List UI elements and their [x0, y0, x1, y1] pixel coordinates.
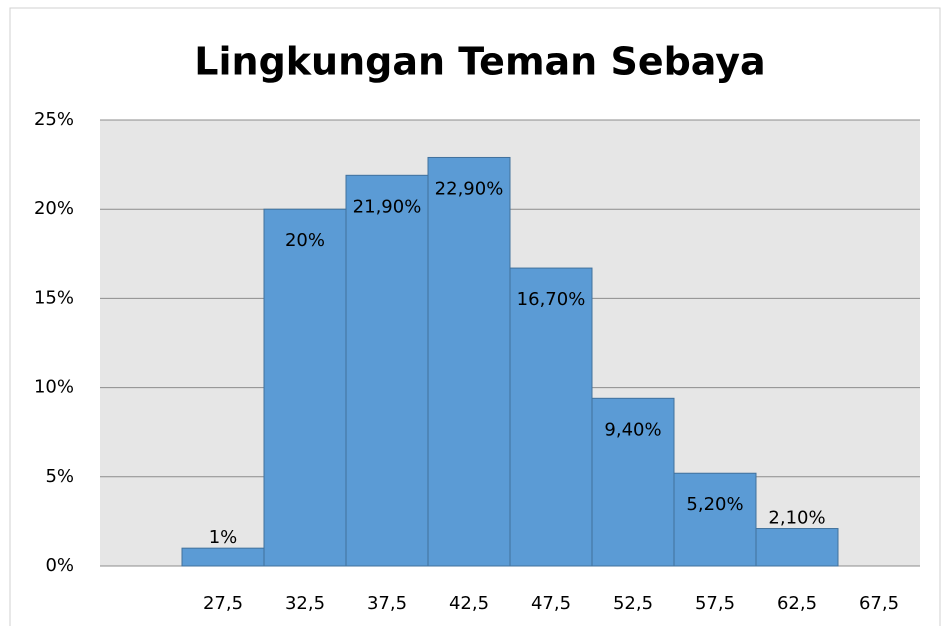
data-label: 16,70%	[517, 289, 586, 310]
y-tick-label: 25%	[34, 109, 74, 130]
chart-title: Lingkungan Teman Sebaya	[194, 40, 765, 84]
x-tick-label: 42,5	[449, 593, 489, 614]
data-label: 21,90%	[353, 196, 422, 217]
x-tick-label: 37,5	[367, 593, 407, 614]
data-label: 20%	[285, 230, 325, 251]
bar	[427, 156, 511, 567]
data-label: 2,10%	[768, 508, 825, 529]
x-tick-label: 67,5	[859, 593, 899, 614]
y-tick-label: 15%	[34, 287, 74, 308]
bar	[345, 174, 429, 567]
bar	[181, 547, 265, 567]
bar	[263, 208, 347, 567]
bar	[673, 472, 757, 567]
y-tick-label: 10%	[34, 377, 74, 398]
x-tick-label: 32,5	[285, 593, 325, 614]
bar	[509, 267, 593, 567]
x-tick-label: 57,5	[695, 593, 735, 614]
y-tick-label: 0%	[45, 555, 74, 576]
bar	[591, 397, 675, 567]
y-tick-label: 20%	[34, 198, 74, 219]
data-label: 22,90%	[435, 178, 504, 199]
data-label: 1%	[209, 527, 238, 548]
x-tick-label: 47,5	[531, 593, 571, 614]
x-tick-label: 27,5	[203, 593, 243, 614]
y-tick-label: 5%	[45, 466, 74, 487]
x-tick-label: 62,5	[777, 593, 817, 614]
data-label: 5,20%	[686, 494, 743, 515]
x-tick-label: 52,5	[613, 593, 653, 614]
bar	[755, 528, 839, 567]
data-label: 9,40%	[604, 419, 661, 440]
